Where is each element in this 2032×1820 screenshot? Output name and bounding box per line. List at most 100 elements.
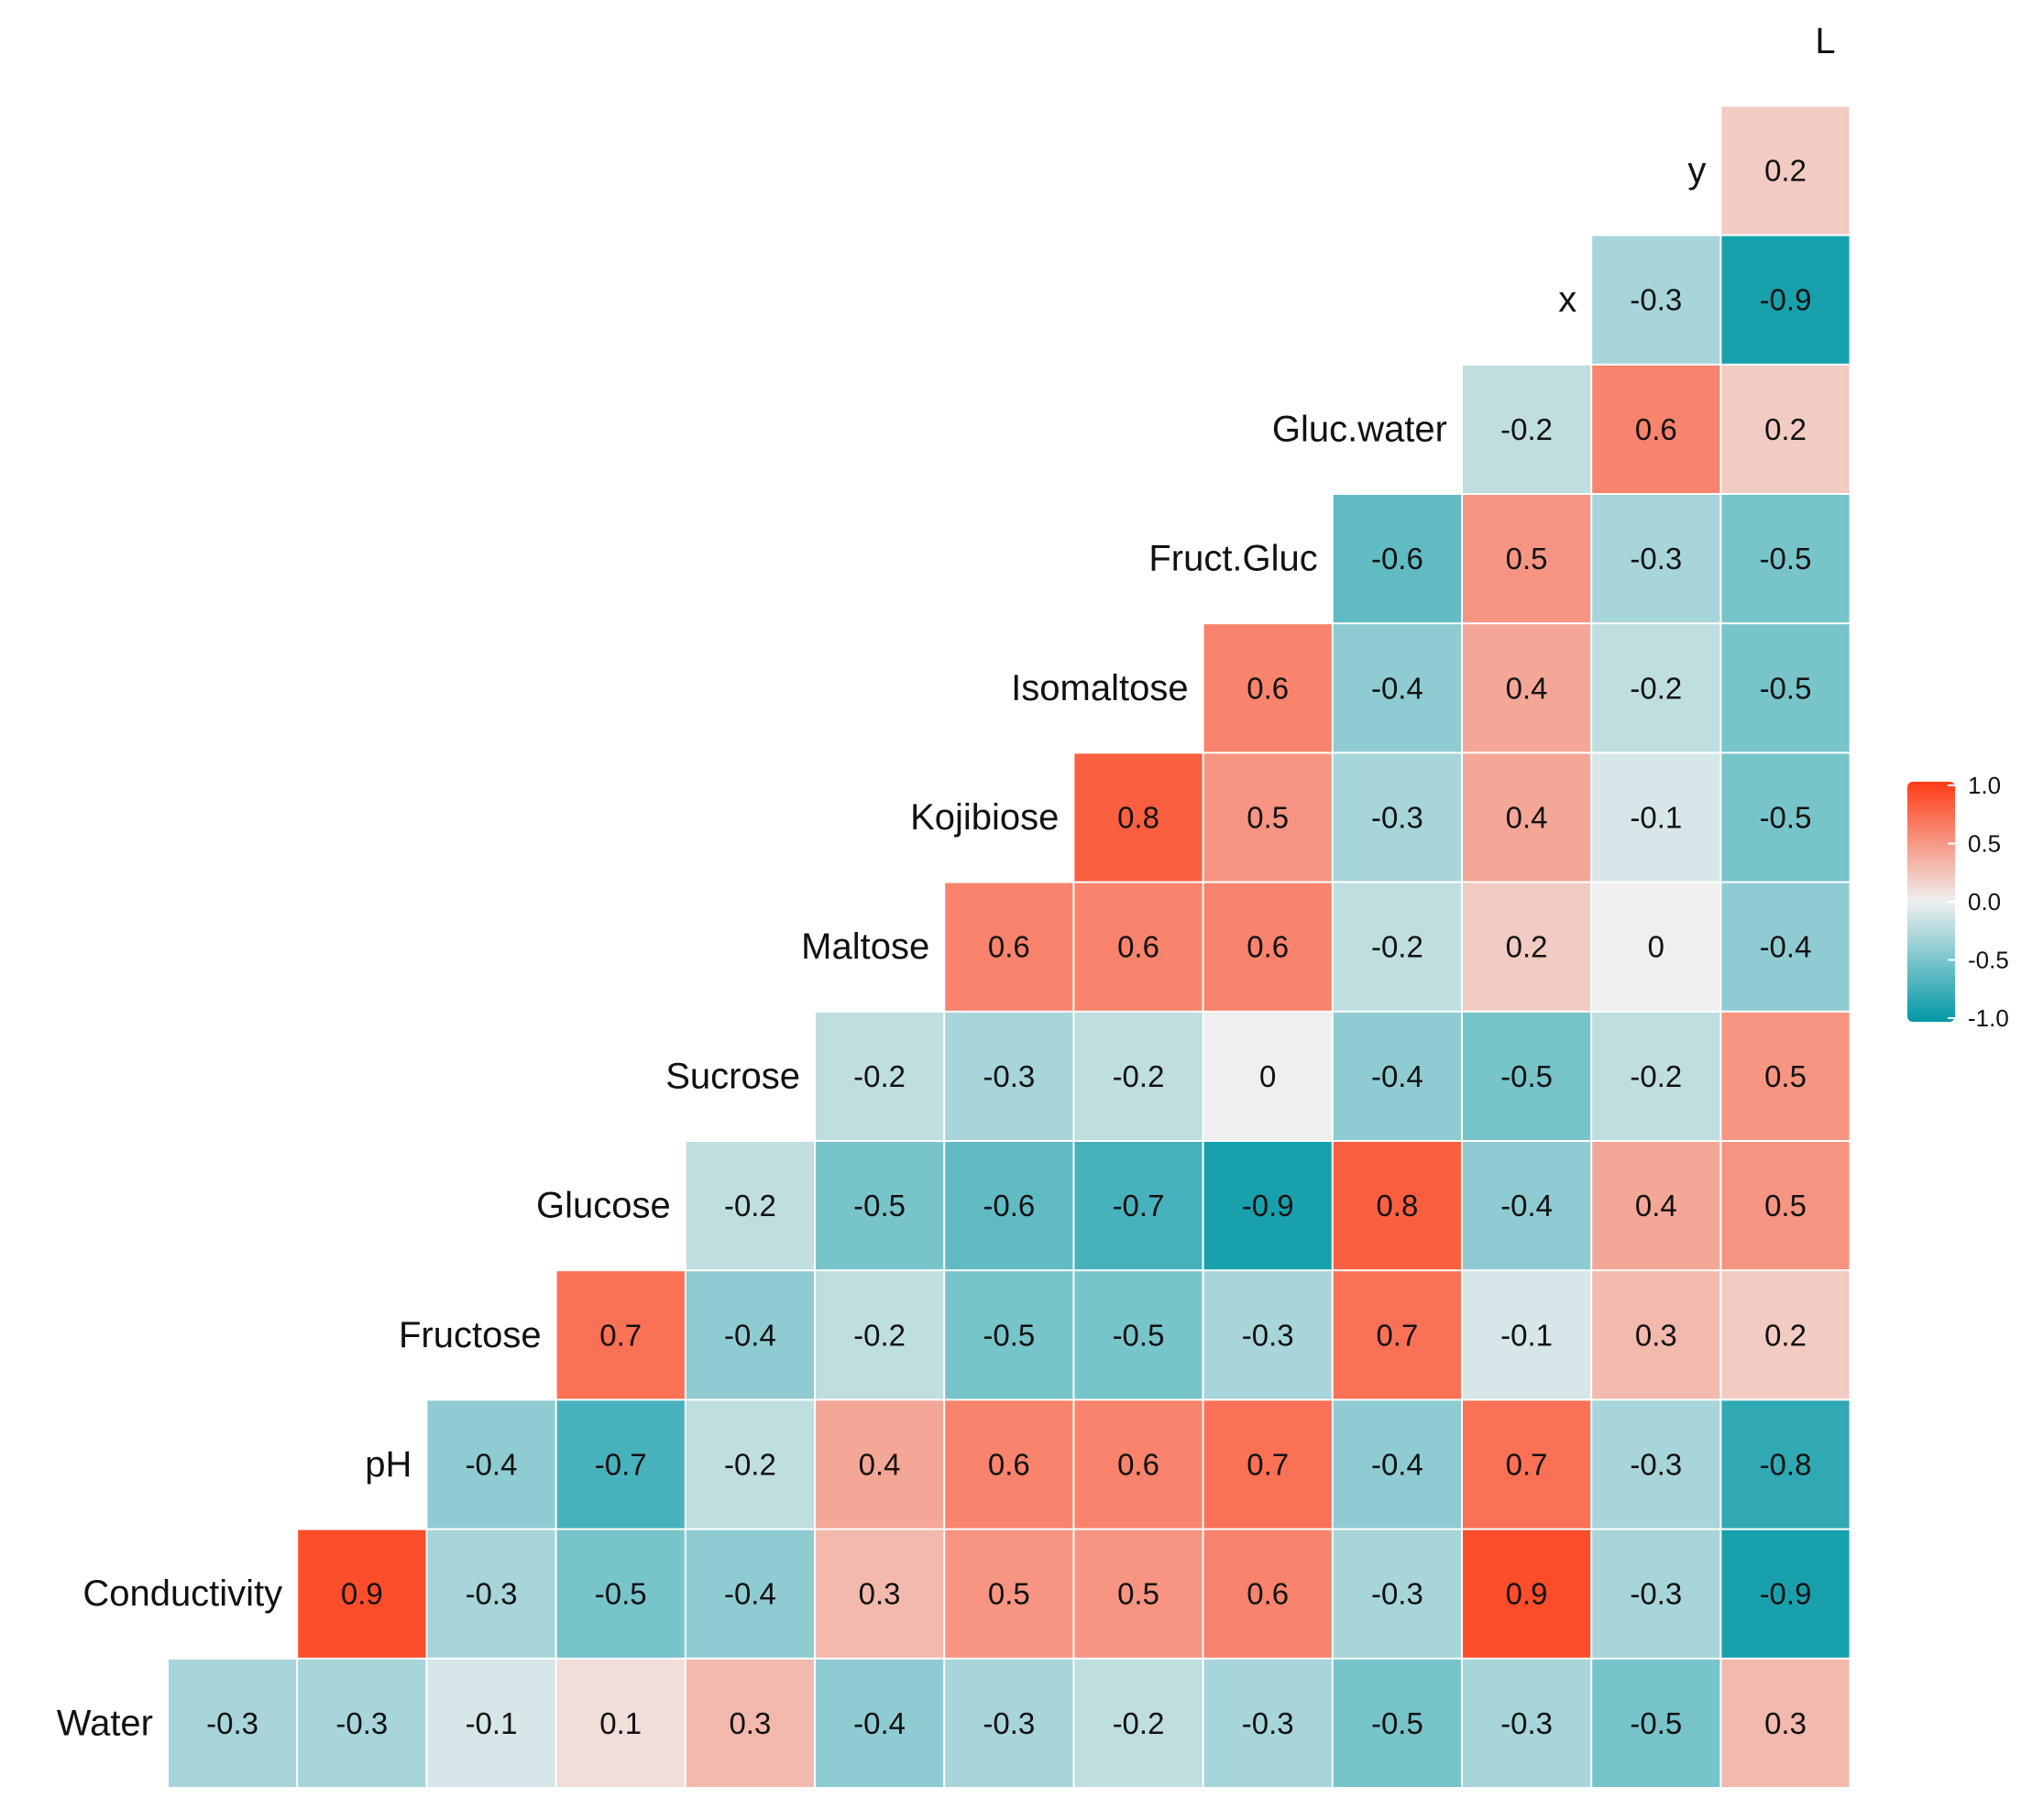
heatmap-cell <box>1203 753 1332 882</box>
heatmap-cell <box>1074 1400 1203 1529</box>
cell-value-label: 0.4 <box>859 1448 901 1482</box>
cell-value-label: -0.2 <box>853 1059 906 1093</box>
heatmap-cell <box>1203 883 1332 1011</box>
cell-value-label: -0.5 <box>1371 1706 1423 1740</box>
cell-value-label: -0.5 <box>1760 542 1812 576</box>
cell-value-label: 0.4 <box>1635 1189 1677 1222</box>
heatmap-cell <box>1721 1529 1850 1658</box>
heatmap-cell <box>686 1400 814 1529</box>
heatmap-cell <box>1074 1142 1203 1270</box>
cell-value-label: -0.3 <box>1371 801 1423 835</box>
cell-value-label: -0.6 <box>1371 542 1423 576</box>
heatmap-cell <box>1463 753 1591 882</box>
heatmap-cell <box>945 1529 1073 1658</box>
heatmap-cell <box>686 1529 814 1658</box>
cell-value-label: -0.2 <box>1113 1059 1165 1093</box>
heatmap-cell <box>816 1400 944 1529</box>
heatmap-cell <box>1333 753 1461 882</box>
cell-value-label: -0.2 <box>724 1189 776 1222</box>
cell-value-label: -0.1 <box>1500 1318 1553 1352</box>
color-legend: 1.0 0.5 0.0 -0.5 -1.0 <box>1907 772 2009 1032</box>
cell-value-label: 0.6 <box>1247 1577 1289 1611</box>
heatmap-cell <box>686 1142 814 1270</box>
cell-value-label: -0.3 <box>1242 1706 1294 1740</box>
cell-value-label: -0.5 <box>853 1189 906 1222</box>
heatmap-cell <box>1592 1271 1720 1399</box>
cell-value-label: 0.6 <box>1247 671 1289 705</box>
cell-value-label: -0.2 <box>1630 1059 1682 1093</box>
heatmap-cell <box>1721 1400 1850 1529</box>
cell-value-label: 0.3 <box>1635 1318 1677 1352</box>
heatmap-cell <box>1203 1271 1332 1399</box>
heatmap-cell <box>816 1659 944 1787</box>
cell-value-label: 0.6 <box>1117 930 1159 964</box>
heatmap-cell <box>1333 883 1461 1011</box>
heatmap-cell <box>1592 1142 1720 1270</box>
heatmap-cell <box>1203 624 1332 752</box>
heatmap-cell <box>1333 1400 1461 1529</box>
cell-value-label: 0.3 <box>859 1577 901 1611</box>
heatmap-cell <box>556 1400 685 1529</box>
heatmap-cell <box>1333 1142 1461 1270</box>
variable-label: Sucrose <box>665 1056 800 1096</box>
heatmap-cell <box>1203 1659 1332 1787</box>
heatmap-cell <box>1463 495 1591 623</box>
cell-value-label: -0.8 <box>1760 1448 1812 1482</box>
cell-value-label: 0 <box>1648 930 1664 964</box>
cell-value-label: 0.5 <box>1764 1189 1807 1222</box>
cell-value-label: 0.7 <box>1247 1448 1289 1482</box>
heatmap-cell <box>1592 624 1720 752</box>
heatmap-cell <box>1721 1012 1850 1140</box>
heatmap-cell <box>1074 883 1203 1011</box>
heatmap-cell <box>1333 1271 1461 1399</box>
heatmap-cells <box>169 106 1850 1787</box>
heatmap-cell <box>556 1271 685 1399</box>
variable-labels: Water -0.3 -0.3 -0.1 0.1 0.3 -0.4 -0.3 -0.2 -0.3 -… <box>57 21 1836 1744</box>
heatmap-cell <box>1203 1529 1332 1658</box>
heatmap-cell <box>1592 1012 1720 1140</box>
heatmap-cell <box>1203 1400 1332 1529</box>
cell-value-label: -0.6 <box>983 1189 1035 1222</box>
heatmap-cell <box>1721 1659 1850 1787</box>
heatmap-cell <box>298 1659 426 1787</box>
cell-value-label: 0.6 <box>1635 412 1677 446</box>
cell-value-label: 0.7 <box>1376 1318 1418 1352</box>
variable-label: x <box>1558 280 1576 320</box>
cell-value-label: -0.4 <box>466 1448 518 1482</box>
variable-label: Glucose <box>536 1186 671 1226</box>
heatmap-cell <box>945 1659 1073 1787</box>
cell-value-label: -0.4 <box>1371 1448 1423 1482</box>
cell-value-label: -0.3 <box>1371 1577 1423 1611</box>
heatmap-cell <box>1721 1142 1850 1270</box>
cell-value-label: -0.5 <box>983 1318 1035 1352</box>
heatmap-cell <box>427 1400 555 1529</box>
cell-value-label: -0.9 <box>1760 1577 1812 1611</box>
heatmap-cell <box>556 1529 685 1658</box>
cell-value-label: -0.3 <box>1630 542 1682 576</box>
cell-value-label: -0.5 <box>1113 1318 1165 1352</box>
variable-label: Kojibiose <box>910 797 1059 838</box>
cell-value-label: -0.5 <box>1760 801 1812 835</box>
heatmap-cell <box>1592 236 1720 364</box>
cell-value-label: -0.4 <box>1760 930 1812 964</box>
legend-tick-label: 0.0 <box>1968 888 2001 915</box>
heatmap-cell <box>1721 236 1850 364</box>
variable-label: pH <box>365 1444 412 1485</box>
cell-value-label: -0.3 <box>1630 1577 1682 1611</box>
cell-value-label: -0.9 <box>1760 283 1812 317</box>
cell-value-label: 0.2 <box>1764 154 1807 188</box>
heatmap-cell <box>945 1142 1073 1270</box>
heatmap-cell <box>1592 883 1720 1011</box>
cell-value-label: 0.4 <box>1506 671 1548 705</box>
cell-value-label: 0.6 <box>988 930 1030 964</box>
variable-label: Gluc.water <box>1272 409 1447 449</box>
cell-value-label: -0.4 <box>724 1577 776 1611</box>
cell-value-label: -0.2 <box>1630 671 1682 705</box>
heatmap-cell <box>1721 1271 1850 1399</box>
heatmap-cell <box>1721 753 1850 882</box>
heatmap-cell <box>1463 1012 1591 1140</box>
heatmap-cell <box>1463 1659 1591 1787</box>
legend-color-bar <box>1907 782 1955 1022</box>
cell-value-label: 0.2 <box>1764 1318 1807 1352</box>
